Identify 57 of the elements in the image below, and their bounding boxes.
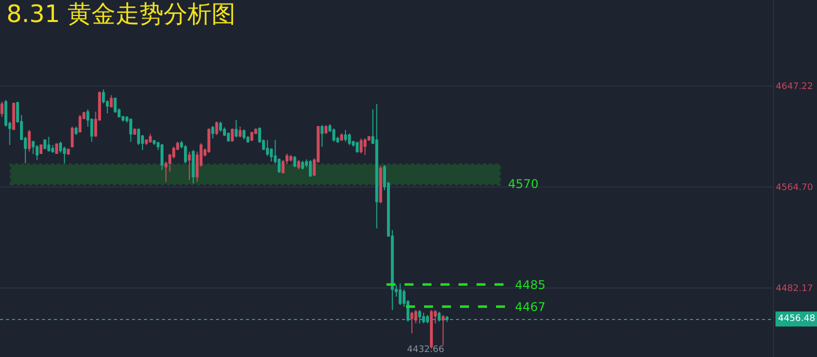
candlestick: [289, 154, 292, 162]
candlestick: [74, 126, 78, 136]
candlestick: [234, 120, 238, 138]
y-tick-label: 4564.70: [776, 183, 814, 194]
candlestick: [364, 138, 366, 156]
candlestick: [238, 126, 242, 138]
ref-line-label: 4456.48: [778, 314, 816, 324]
candlestick: [332, 128, 336, 142]
candlestick: [250, 131, 254, 142]
candlestick: [297, 159, 300, 170]
candlestick: [410, 311, 414, 334]
candlestick: [133, 128, 136, 136]
candlestick: [0, 101, 4, 118]
candlestick: [184, 144, 187, 164]
candlestick: [55, 142, 58, 154]
candlestick: [47, 136, 50, 152]
candlestick: [207, 128, 210, 154]
candlestick: [215, 121, 218, 136]
candlestick: [230, 128, 234, 142]
candlestick: [40, 144, 42, 154]
candlestick: [148, 134, 152, 144]
annotation: 4432.66: [407, 345, 444, 355]
chart-title: 8.31 黄金走势分析图: [6, 0, 236, 28]
candlestick: [43, 138, 46, 150]
candlestick: [12, 102, 16, 130]
y-tick-label: 4647.22: [776, 82, 814, 92]
band-label: 4570: [508, 177, 539, 191]
candlestick: [340, 132, 344, 142]
candlestick: [78, 114, 82, 134]
candlestick: [301, 160, 304, 170]
candlestick: [344, 129, 347, 142]
candlestick: [110, 94, 113, 108]
candlestick: [442, 314, 445, 346]
candlestick: [211, 126, 214, 139]
candlestick: [375, 104, 378, 229]
candlestick: [324, 124, 328, 135]
candlestick: [219, 121, 222, 132]
candlestick: [192, 150, 195, 184]
candlestick: [129, 118, 132, 142]
candlestick: [160, 144, 164, 170]
candlestick: [36, 144, 39, 160]
candlestick: [379, 166, 382, 204]
candlestick: [360, 138, 363, 154]
candlestick: [320, 124, 324, 148]
candlestick: [188, 151, 191, 181]
ref-line-label: 4485: [515, 278, 546, 292]
candlestick: [152, 140, 156, 146]
candlestick: [28, 129, 31, 152]
candlestick: [114, 96, 117, 114]
candlestick: [398, 282, 402, 306]
candlestick: [66, 148, 70, 156]
ref-line-label: 4467: [515, 300, 546, 314]
y-tick-label: 4482.17: [776, 284, 814, 294]
candlestick: [348, 132, 351, 146]
candlestick: [137, 128, 140, 146]
candlestick: [242, 128, 246, 140]
candlestick: [308, 159, 312, 178]
